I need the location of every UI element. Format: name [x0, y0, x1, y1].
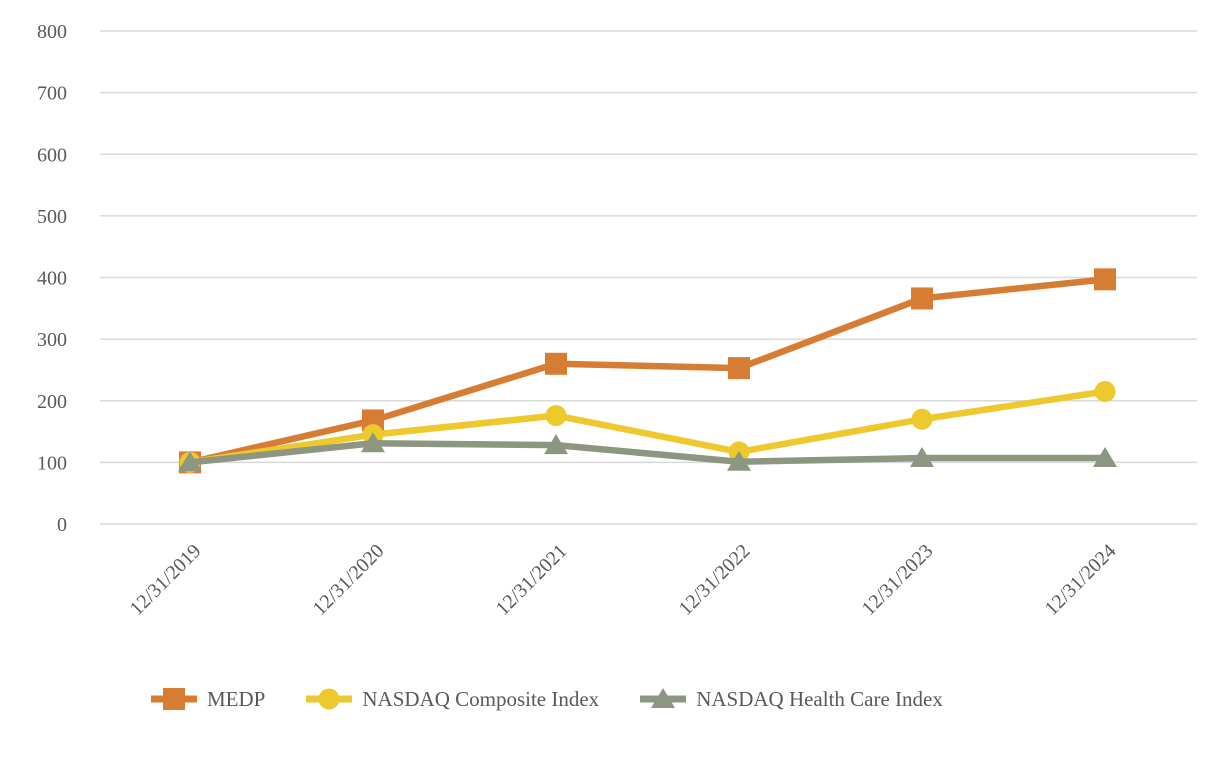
legend-label-nasdaq-composite: NASDAQ Composite Index — [362, 687, 600, 711]
y-tick-label: 0 — [57, 514, 67, 536]
y-tick-label: 400 — [37, 268, 67, 290]
y-tick-label: 500 — [37, 206, 67, 228]
x-tick-label: 12/31/2020 — [309, 540, 389, 620]
chart-legend: MEDP NASDAQ Composite Index NASDAQ Healt… — [150, 684, 943, 714]
x-tick-label: 12/31/2019 — [126, 540, 206, 620]
x-tick-label: 12/31/2021 — [492, 540, 572, 620]
legend-label-medp: MEDP — [207, 687, 266, 711]
legend-label-nasdaq-health-care: NASDAQ Health Care Index — [696, 687, 943, 711]
x-tick-label: 12/31/2023 — [858, 540, 938, 620]
legend-item-medp: MEDP — [150, 684, 265, 714]
y-tick-label: 200 — [37, 391, 67, 413]
medp-line-square-icon — [150, 684, 198, 714]
y-tick-label: 700 — [37, 83, 67, 105]
y-tick-label: 600 — [37, 144, 67, 166]
x-tick-label: 12/31/2024 — [1041, 540, 1121, 620]
x-tick-label: 12/31/2022 — [675, 540, 755, 620]
nasdaq-composite-line-circle-icon — [305, 684, 353, 714]
y-tick-label: 800 — [37, 21, 67, 43]
legend-item-nasdaq-health-care: NASDAQ Health Care Index — [639, 684, 943, 714]
legend-item-nasdaq-composite: NASDAQ Composite Index — [305, 684, 599, 714]
y-tick-label: 100 — [37, 452, 67, 474]
y-tick-label: 300 — [37, 329, 67, 351]
nasdaq-health-care-line-triangle-icon — [639, 684, 687, 714]
